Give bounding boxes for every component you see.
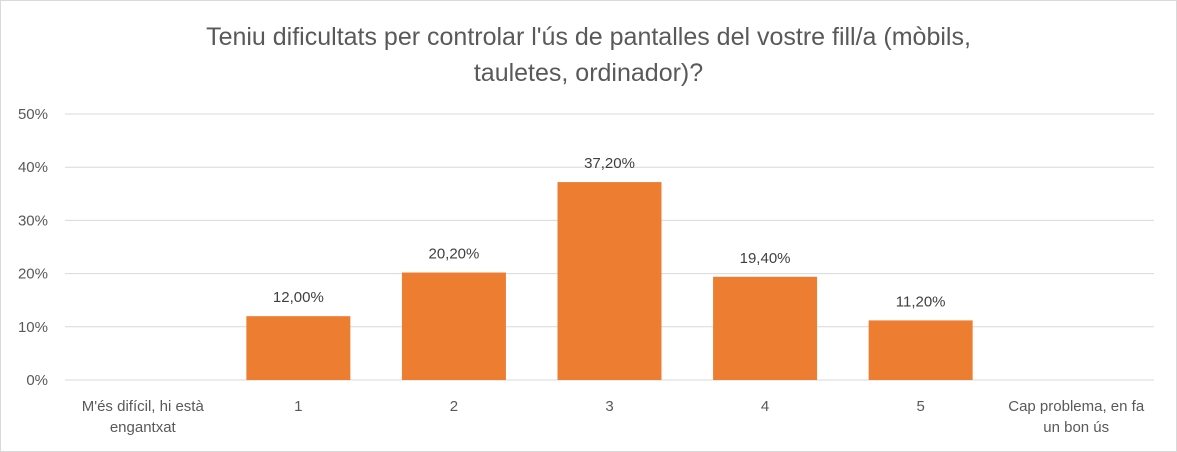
bar (868, 320, 973, 380)
y-tick-label: 0% (26, 372, 48, 389)
data-label: 12,00% (273, 289, 324, 306)
chart-title-line-1: Teniu dificultats per controlar l'ús de … (206, 23, 971, 51)
y-tick-label: 10% (18, 319, 48, 336)
bar (246, 316, 351, 380)
data-label: 11,20% (896, 293, 946, 310)
chart-title: Teniu dificultats per controlar l'ús de … (1, 19, 1176, 91)
x-tick-label: engantxat (110, 419, 177, 436)
x-tick-label: M'és difícil, hi està (82, 398, 205, 415)
y-tick-label: 20% (18, 266, 48, 283)
y-tick-label: 30% (18, 212, 48, 229)
data-label: 37,20% (584, 155, 635, 172)
x-tick-label: 3 (605, 398, 613, 415)
bar (557, 182, 662, 380)
data-label: 19,40% (740, 250, 791, 267)
chart-title-line-2: tauletes, ordinador)? (473, 59, 704, 87)
x-tick-label: Cap problema, en fa (1008, 398, 1145, 415)
x-tick-label: 4 (761, 398, 769, 415)
y-tick-label: 40% (18, 159, 48, 176)
x-tick-label: 2 (450, 398, 458, 415)
y-tick-label: 50% (18, 106, 48, 123)
data-label: 20,20% (428, 246, 479, 263)
bar (713, 276, 818, 380)
x-tick-label: un bon ús (1043, 419, 1109, 436)
bar (401, 272, 506, 380)
x-tick-label: 1 (294, 398, 302, 415)
x-tick-label: 5 (916, 398, 924, 415)
